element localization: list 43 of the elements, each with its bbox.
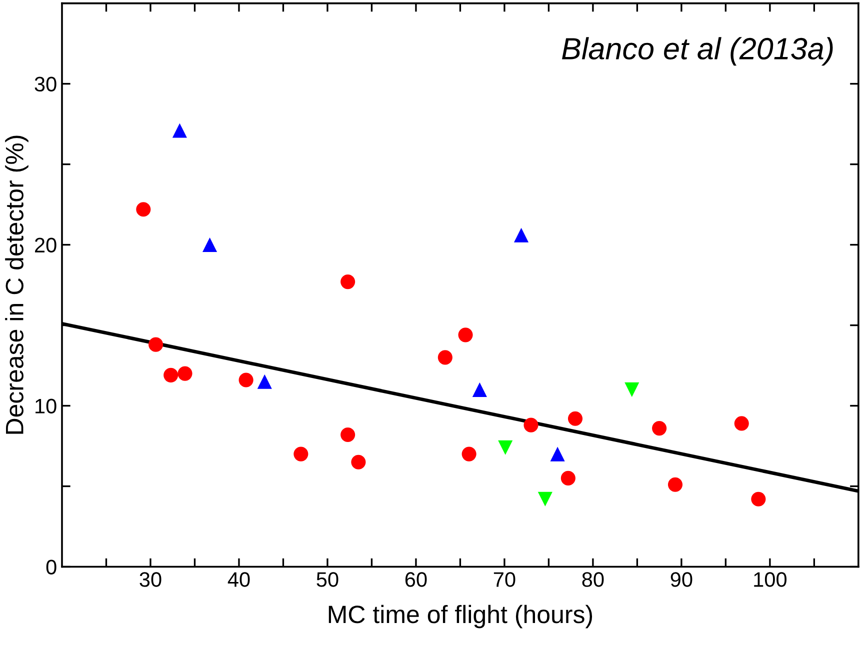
point <box>438 350 452 365</box>
point <box>734 416 749 431</box>
point <box>524 418 538 432</box>
x-tick-label: 90 <box>670 572 692 587</box>
x-tick-label: 60 <box>405 572 427 587</box>
y-tick-label: 10 <box>36 398 56 414</box>
x-tick-label: 100 <box>754 572 786 587</box>
point <box>257 374 272 389</box>
point <box>148 337 164 352</box>
x-tick-label: 30 <box>140 572 162 587</box>
x-tick-label: 50 <box>316 572 338 587</box>
point <box>178 366 192 381</box>
point <box>202 237 218 252</box>
point <box>568 411 583 426</box>
point <box>668 477 683 492</box>
x-axis-title: MC time of flight (hours) <box>328 604 592 628</box>
point <box>652 421 667 436</box>
x-tick-label: 80 <box>582 572 604 587</box>
point <box>514 228 529 242</box>
point <box>164 368 178 382</box>
point <box>538 492 552 506</box>
point <box>172 123 187 138</box>
point <box>351 454 366 470</box>
point <box>498 440 513 455</box>
point <box>294 446 308 462</box>
point <box>472 382 487 397</box>
x-tick-label: 70 <box>494 572 516 587</box>
y-tick-label: 30 <box>34 76 56 92</box>
point <box>340 274 356 290</box>
x-tick-label: 40 <box>228 572 250 587</box>
point <box>238 372 254 388</box>
point <box>458 328 473 342</box>
point <box>462 446 476 462</box>
y-tick-label: 20 <box>35 238 56 253</box>
point <box>751 492 766 506</box>
annotation: Blanco et al (2013a) <box>562 37 833 66</box>
point <box>550 446 565 462</box>
y-tick-label: 0 <box>46 560 56 574</box>
y-axis-title: Decrease in C detector (%) <box>5 136 28 434</box>
point <box>624 382 640 397</box>
point <box>560 470 576 486</box>
point <box>136 202 151 217</box>
point <box>340 427 356 442</box>
